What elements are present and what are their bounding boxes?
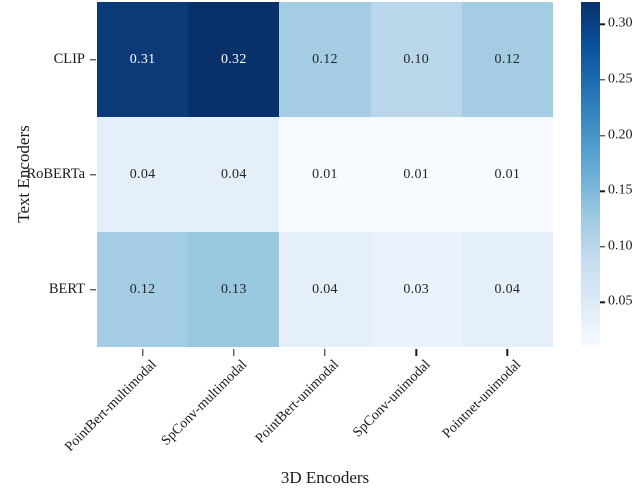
y-tick-mark (90, 58, 96, 61)
heatmap-cell: 0.04 (188, 117, 280, 232)
colorbar-gradient (581, 2, 600, 347)
colorbar-tick-label: 0.05 (608, 294, 633, 310)
cell-value: 0.13 (220, 281, 247, 297)
heatmap-cell: 0.32 (188, 2, 280, 117)
colorbar-tick-mark (600, 246, 605, 248)
heatmap-cell: 0.04 (461, 232, 553, 347)
heatmap-cell: 0.01 (279, 117, 371, 232)
y-tick-mark (90, 173, 96, 176)
cell-value: 0.10 (403, 51, 430, 67)
heatmap-cell: 0.04 (279, 232, 371, 347)
cell-value: 0.12 (129, 281, 156, 297)
cell-value: 0.01 (494, 166, 521, 182)
heatmap-cell: 0.03 (370, 232, 462, 347)
cell-value: 0.12 (312, 51, 338, 67)
x-tick-label: PointBert-multimodal (62, 357, 160, 455)
cell-value: 0.12 (494, 51, 521, 67)
heatmap-cell: 0.04 (97, 117, 189, 232)
colorbar-tick-mark (600, 134, 605, 137)
y-tick-label: BERT (48, 280, 85, 297)
y-tick-mark (90, 288, 96, 291)
colorbar-tick-mark (600, 23, 605, 25)
cell-value: 0.01 (312, 166, 338, 182)
colorbar-tick-label: 0.30 (608, 15, 633, 31)
heatmap-grid: 0.31 0.32 0.12 0.10 0.12 0.04 0.04 0.01 0.01 0.01… (97, 2, 553, 347)
colorbar-tick-mark (600, 190, 605, 192)
heatmap-cell: 0.10 (370, 2, 462, 117)
heatmap-cell: 0.12 (279, 2, 371, 117)
heatmap-cell: 0.01 (370, 117, 462, 232)
colorbar-tick-label: 0.20 (608, 127, 633, 143)
x-tick-mark (141, 349, 144, 356)
colorbar-tick-label: 0.25 (608, 71, 633, 87)
x-axis-label: 3D Encoders (280, 468, 370, 487)
cell-value: 0.01 (403, 166, 430, 182)
x-tick-mark (506, 349, 509, 356)
cell-value: 0.04 (129, 166, 156, 182)
x-tick-label: SpConv-multimodal (159, 357, 251, 449)
colorbar-tick-label: 0.10 (608, 238, 633, 254)
x-tick-label: Pointnet-unimodal (440, 357, 525, 442)
cell-value: 0.32 (220, 51, 247, 67)
y-tick-label: RoBERTa (26, 165, 85, 182)
cell-value: 0.31 (129, 51, 156, 67)
heatmap-cell: 0.13 (188, 232, 280, 347)
cell-value: 0.04 (494, 281, 521, 297)
heatmap-cell: 0.12 (97, 232, 189, 347)
x-tick-label: SpConv-unimodal (349, 357, 434, 441)
colorbar-tick-mark (600, 79, 605, 81)
colorbar-tick-label: 0.15 (608, 182, 633, 198)
cell-value: 0.04 (312, 281, 338, 297)
x-tick-mark (233, 349, 235, 356)
cell-value: 0.04 (220, 166, 247, 182)
x-tick-mark (324, 349, 326, 356)
cell-value: 0.03 (403, 281, 430, 297)
heatmap-cell: 0.31 (97, 2, 189, 117)
heatmap-cell: 0.01 (461, 117, 553, 232)
heatmap-cell: 0.12 (461, 2, 553, 117)
x-tick-label: PointBert-unimodal (252, 357, 342, 447)
y-tick-label: CLIP (53, 50, 85, 67)
colorbar-tick-mark (600, 301, 605, 304)
x-tick-mark (415, 349, 417, 356)
